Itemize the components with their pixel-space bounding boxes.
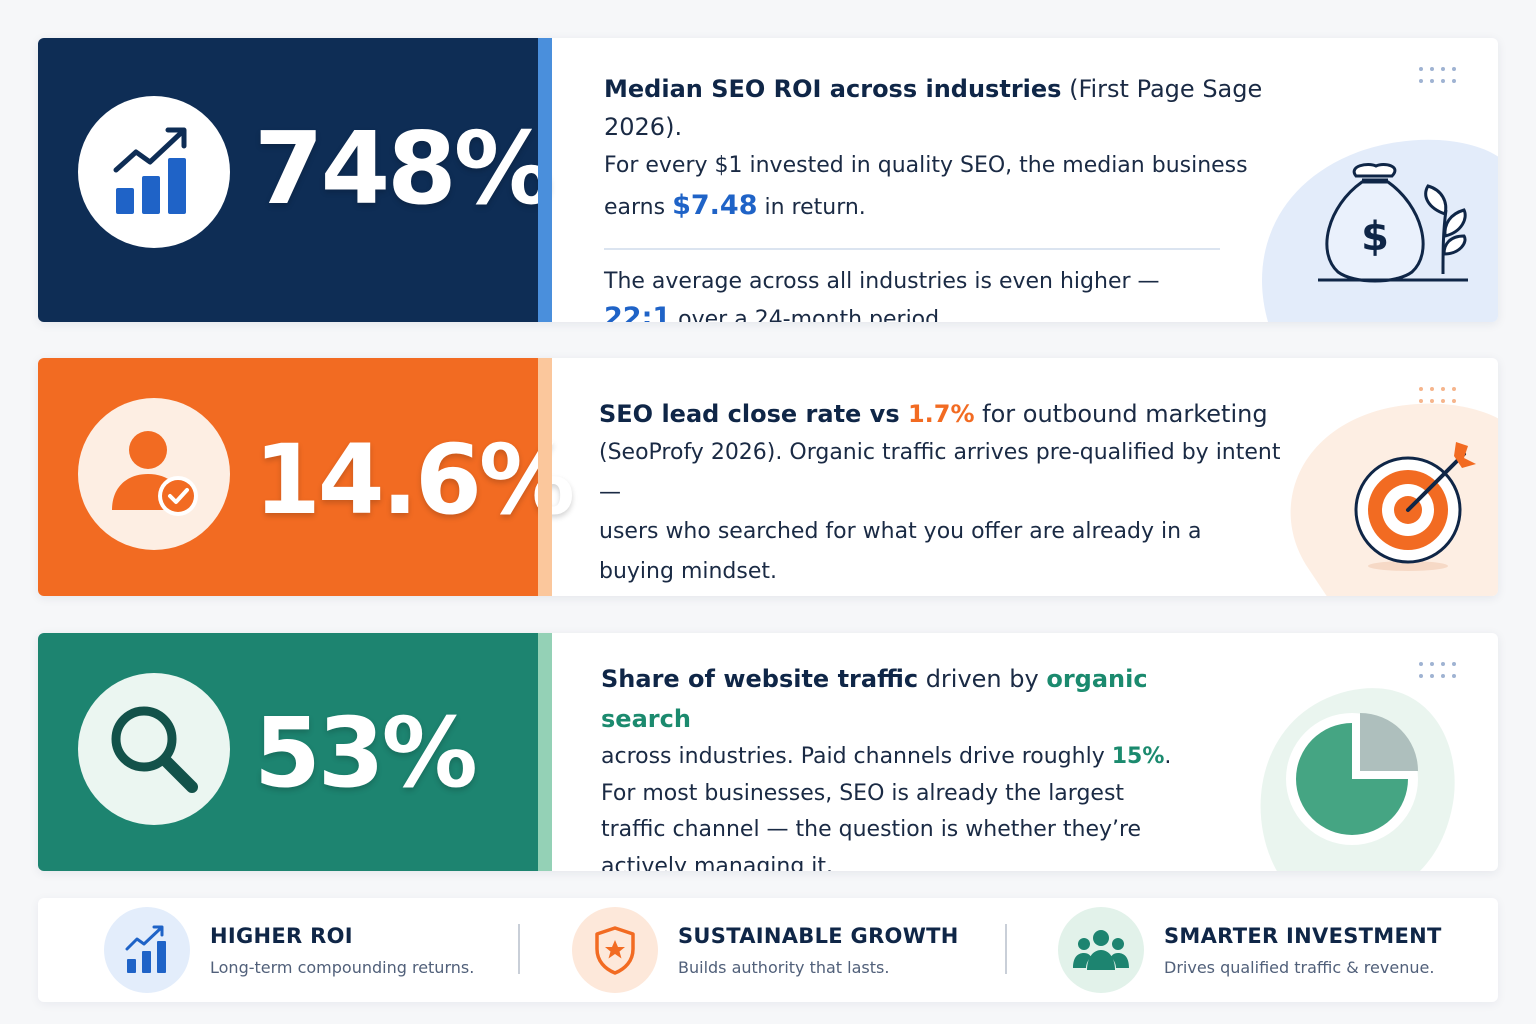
traffic-share-headline-mid: driven by bbox=[918, 665, 1047, 693]
close-rate-text: SEO lead close rate vs 1.7% for outbound… bbox=[599, 395, 1299, 591]
roi-line-2: For every $1 invested in quality SEO, th… bbox=[604, 153, 1248, 178]
roi-divider bbox=[604, 248, 1220, 250]
close-rate-accent-bar bbox=[538, 358, 552, 596]
growth-chart-icon bbox=[113, 127, 187, 214]
benefit-text: SMARTER INVESTMENT Drives qualified traf… bbox=[1164, 924, 1442, 977]
close-rate-headline: SEO lead close rate vs 1.7% for outbound… bbox=[599, 395, 1299, 433]
close-rate-stat-value: 14.6% bbox=[254, 424, 575, 536]
traffic-share-stat-value: 53% bbox=[254, 697, 478, 809]
roi-line-5: 22:1 over a 24-month period. bbox=[604, 300, 1304, 322]
roi-stat-card: 748% Median SEO ROI across industries (F… bbox=[38, 38, 1498, 322]
traffic-share-line-2-post: . bbox=[1164, 744, 1172, 769]
benefit-text: HIGHER ROI Long-term compounding returns… bbox=[210, 924, 474, 977]
roi-icon-circle bbox=[78, 96, 230, 248]
close-rate-stat-card: 14.6% SEO lead close rate vs 1.7% for ou… bbox=[38, 358, 1498, 596]
roi-line-3: earns $7.48 in return. bbox=[604, 186, 1304, 228]
decorative-dots-icon bbox=[1419, 387, 1456, 403]
roi-accent-bar bbox=[538, 38, 552, 322]
benefit-title: SMARTER INVESTMENT bbox=[1164, 923, 1442, 948]
close-rate-line-3: users who searched for what you offer ar… bbox=[599, 519, 1202, 544]
target-icon bbox=[1290, 403, 1498, 596]
decorative-dots-icon bbox=[1419, 67, 1456, 83]
team-icon bbox=[1073, 930, 1129, 970]
benefit-desc: Long-term compounding returns. bbox=[210, 957, 475, 977]
paid-share-value: 15% bbox=[1111, 744, 1165, 769]
benefit-smarter-investment: SMARTER INVESTMENT Drives qualified traf… bbox=[1058, 906, 1442, 994]
traffic-share-line-3: For most businesses, SEO is already the … bbox=[601, 780, 1125, 806]
benefits-strip: HIGHER ROI Long-term compounding returns… bbox=[38, 898, 1498, 1002]
traffic-share-line-5: actively managing it. bbox=[601, 853, 834, 872]
benefit-icon-circle bbox=[572, 907, 658, 993]
benefit-higher-roi: HIGHER ROI Long-term compounding returns… bbox=[104, 906, 474, 994]
shield-star-icon bbox=[595, 926, 635, 975]
traffic-share-line-2-pre: across industries. Paid channels drive r… bbox=[601, 744, 1112, 769]
roi-line-3-pre: earns bbox=[604, 195, 673, 220]
benefit-text: SUSTAINABLE GROWTH Builds authority that… bbox=[678, 924, 959, 977]
growth-chart-icon bbox=[125, 925, 166, 973]
roi-line-3-post: in return. bbox=[757, 195, 866, 220]
svg-text:$: $ bbox=[1361, 214, 1389, 260]
benefit-separator bbox=[1005, 924, 1007, 974]
roi-line-5-post: over a 24-month period. bbox=[671, 307, 947, 322]
close-rate-line-2: (SeoProfy 2026). Organic traffic arrives… bbox=[599, 440, 1281, 505]
benefit-title: SUSTAINABLE GROWTH bbox=[678, 923, 959, 948]
traffic-share-headline: Share of website traffic driven by organ… bbox=[601, 659, 1241, 739]
traffic-share-icon-circle bbox=[78, 673, 230, 825]
benefit-title: HIGHER ROI bbox=[210, 923, 353, 948]
roi-return-value: $7.48 bbox=[672, 190, 758, 221]
benefit-separator bbox=[518, 924, 520, 974]
money-bag-icon: $ bbox=[1262, 139, 1498, 322]
traffic-share-headline-bold: Share of website traffic bbox=[601, 665, 919, 693]
roi-stat-panel: 748% bbox=[38, 38, 554, 322]
benefit-icon-circle bbox=[104, 907, 190, 993]
benefit-desc: Drives qualified traffic & revenue. bbox=[1164, 957, 1435, 977]
traffic-share-line-4: traffic channel — the question is whethe… bbox=[601, 817, 1142, 842]
benefit-icon-circle bbox=[1058, 907, 1144, 993]
roi-headline-bold: Median SEO ROI across industries bbox=[604, 75, 1062, 103]
close-rate-icon-circle bbox=[78, 398, 230, 550]
benefit-desc: Builds authority that lasts. bbox=[678, 957, 890, 977]
roi-line-4: The average across all industries is eve… bbox=[604, 269, 1160, 294]
close-rate-line-4: buying mindset. bbox=[599, 558, 778, 584]
roi-headline-source: (First Page Sage 2026). bbox=[604, 75, 1263, 141]
search-icon bbox=[111, 706, 198, 793]
outbound-rate-value: 1.7% bbox=[907, 400, 975, 428]
traffic-share-stat-panel: 53% bbox=[38, 633, 538, 871]
traffic-share-line-2: across industries. Paid channels drive r… bbox=[601, 739, 1241, 776]
roi-text: Median SEO ROI across industries (First … bbox=[604, 70, 1304, 322]
traffic-share-text: Share of website traffic driven by organ… bbox=[601, 659, 1241, 871]
decorative-dots-icon bbox=[1419, 662, 1456, 678]
pie-chart-icon bbox=[1260, 688, 1455, 871]
organic-search-label: organic search bbox=[601, 665, 1148, 733]
benefit-sustainable-growth: SUSTAINABLE GROWTH Builds authority that… bbox=[572, 906, 959, 994]
traffic-share-accent-bar bbox=[538, 633, 552, 871]
close-rate-headline-rest: for outbound marketing bbox=[974, 400, 1268, 428]
traffic-share-stat-card: 53% Share of website traffic driven by o… bbox=[38, 633, 1498, 871]
close-rate-headline-bold: SEO lead close rate vs bbox=[599, 400, 908, 428]
roi-headline: Median SEO ROI across industries (First … bbox=[604, 70, 1304, 146]
roi-ratio-value: 22:1 bbox=[604, 302, 672, 322]
close-rate-stat-panel: 14.6% bbox=[38, 358, 575, 596]
roi-stat-value: 748% bbox=[254, 110, 554, 227]
user-check-icon bbox=[112, 431, 198, 516]
